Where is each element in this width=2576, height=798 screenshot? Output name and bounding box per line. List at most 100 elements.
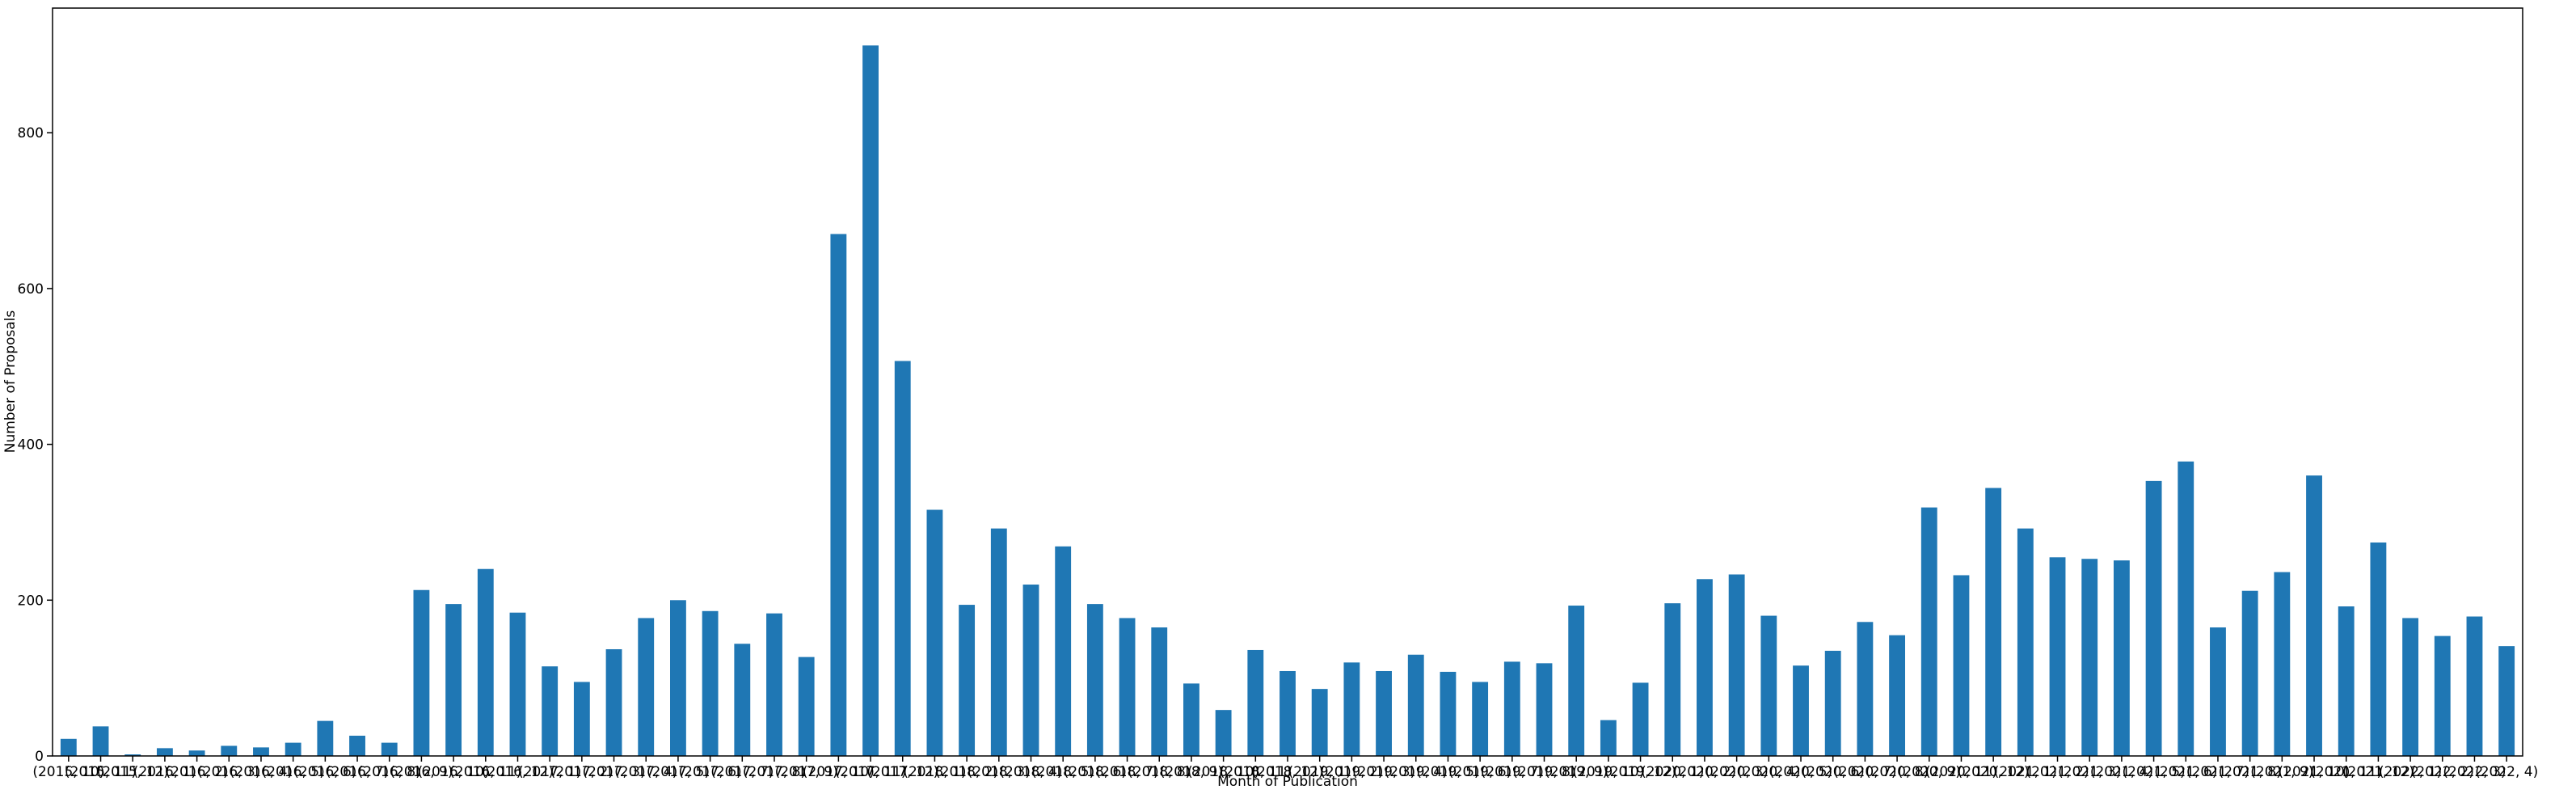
bar	[1824, 650, 1841, 756]
x-tick-label: (2015, 11)	[65, 764, 137, 780]
x-tick-label: (2019, 2)	[1320, 764, 1383, 780]
y-tick-label: 800	[18, 125, 44, 141]
bar	[509, 612, 526, 756]
bar	[381, 742, 398, 756]
bar	[1920, 507, 1937, 756]
bar	[1857, 622, 1874, 756]
x-tick-label: (2017, 10)	[803, 764, 875, 780]
bar	[766, 613, 782, 756]
x-tick-label: (2017, 9)	[775, 764, 838, 780]
x-tick-label: (2021, 12)	[2342, 764, 2414, 780]
x-tick-label: (2021, 1)	[1994, 764, 2057, 780]
bar	[1440, 671, 1457, 756]
x-tick-label: (2022, 3)	[2443, 764, 2506, 780]
bar	[349, 735, 365, 756]
x-tick-label: (2017, 1)	[518, 764, 581, 780]
y-axis-label: Number of Proposals	[2, 310, 19, 454]
x-tick-label: (2016, 3)	[197, 764, 260, 780]
x-tick-label: (2016, 10)	[418, 764, 490, 780]
x-tick-label: (2019, 7)	[1481, 764, 1544, 780]
x-tick-label: (2016, 4)	[230, 764, 293, 780]
x-tick-label: (2019, 3)	[1352, 764, 1415, 780]
x-tick-label: (2020, 9)	[1898, 764, 1961, 780]
bar	[702, 610, 719, 756]
x-tick-label: (2017, 7)	[710, 764, 774, 780]
x-axis-label: Month of Publication	[1217, 774, 1358, 790]
x-tick-label: (2015, 12)	[97, 764, 169, 780]
x-tick-label: (2018, 1)	[903, 764, 966, 780]
x-tick-label: (2019, 9)	[1545, 764, 1608, 780]
bar	[1632, 682, 1649, 756]
axes-frame	[52, 7, 2523, 757]
bar	[2370, 542, 2387, 756]
bar	[2178, 461, 2194, 756]
x-tick-label: (2019, 8)	[1512, 764, 1575, 780]
bar	[605, 648, 622, 756]
bar	[798, 657, 815, 756]
x-tick-label: (2018, 12)	[1252, 764, 1324, 780]
bar	[2210, 627, 2226, 756]
x-tick-label: (2021, 7)	[2186, 764, 2249, 780]
bar	[670, 600, 686, 756]
bar	[2434, 635, 2451, 756]
bar	[188, 750, 205, 756]
bar	[2466, 616, 2483, 756]
bar	[734, 644, 751, 756]
x-tick-label: (2021, 6)	[2154, 764, 2217, 780]
y-tick-label: 600	[18, 281, 44, 298]
bar	[1793, 665, 1809, 756]
bar	[959, 605, 976, 756]
x-tick-label: (2018, 8)	[1128, 764, 1191, 780]
x-tick-label: (2016, 12)	[482, 764, 554, 780]
x-tick-label: (2016, 9)	[390, 764, 453, 780]
x-tick-label: (2022, 4)	[2475, 764, 2538, 780]
bar	[2145, 480, 2162, 756]
x-tick-label: (2018, 10)	[1187, 764, 1259, 780]
bar	[1728, 574, 1745, 756]
bar	[1953, 575, 1970, 756]
bar	[830, 234, 847, 756]
y-tick-label: 0	[35, 749, 44, 765]
x-tick-label: (2020, 7)	[1833, 764, 1896, 780]
bar	[2017, 528, 2034, 756]
bar	[1215, 710, 1232, 756]
bar	[1280, 670, 1296, 756]
bar	[445, 604, 462, 756]
x-tick-label: (2022, 2)	[2411, 764, 2474, 780]
x-tick-label: (2015, 10)	[32, 764, 104, 780]
x-tick-label: (2016, 7)	[326, 764, 389, 780]
bar	[92, 726, 109, 756]
x-tick-label: (2020, 1)	[1641, 764, 1704, 780]
bar	[1536, 663, 1553, 756]
bar	[1407, 654, 1424, 756]
x-tick-label: (2021, 8)	[2219, 764, 2282, 780]
bar	[2241, 590, 2258, 756]
x-tick-label: (2020, 4)	[1737, 764, 1800, 780]
bar	[1568, 606, 1585, 756]
x-tick-label: (2016, 11)	[449, 764, 521, 780]
bar	[1697, 579, 1713, 756]
bar	[2338, 606, 2355, 756]
bar	[862, 45, 879, 756]
bar	[60, 738, 77, 756]
x-tick-label: (2018, 5)	[1031, 764, 1094, 780]
bar	[638, 618, 655, 756]
x-tick-label: (2018, 3)	[968, 764, 1031, 780]
x-tick-label: (2021, 11)	[2310, 764, 2382, 780]
bar	[221, 745, 238, 756]
x-tick-label: (2017, 6)	[679, 764, 742, 780]
bar	[1151, 627, 1168, 756]
bar	[1022, 585, 1039, 756]
y-tick-label: 400	[18, 437, 44, 454]
x-tick-label: (2019, 10)	[1572, 764, 1644, 780]
bar	[1247, 649, 1264, 756]
bar	[1600, 720, 1617, 756]
bar	[477, 568, 494, 756]
x-tick-label: (2016, 6)	[293, 764, 356, 780]
x-tick-label: (2018, 6)	[1064, 764, 1127, 780]
x-tick-label: (2019, 1)	[1288, 764, 1351, 780]
x-tick-label: (2020, 11)	[1925, 764, 1997, 780]
bar	[542, 666, 559, 756]
bar	[2113, 560, 2130, 756]
